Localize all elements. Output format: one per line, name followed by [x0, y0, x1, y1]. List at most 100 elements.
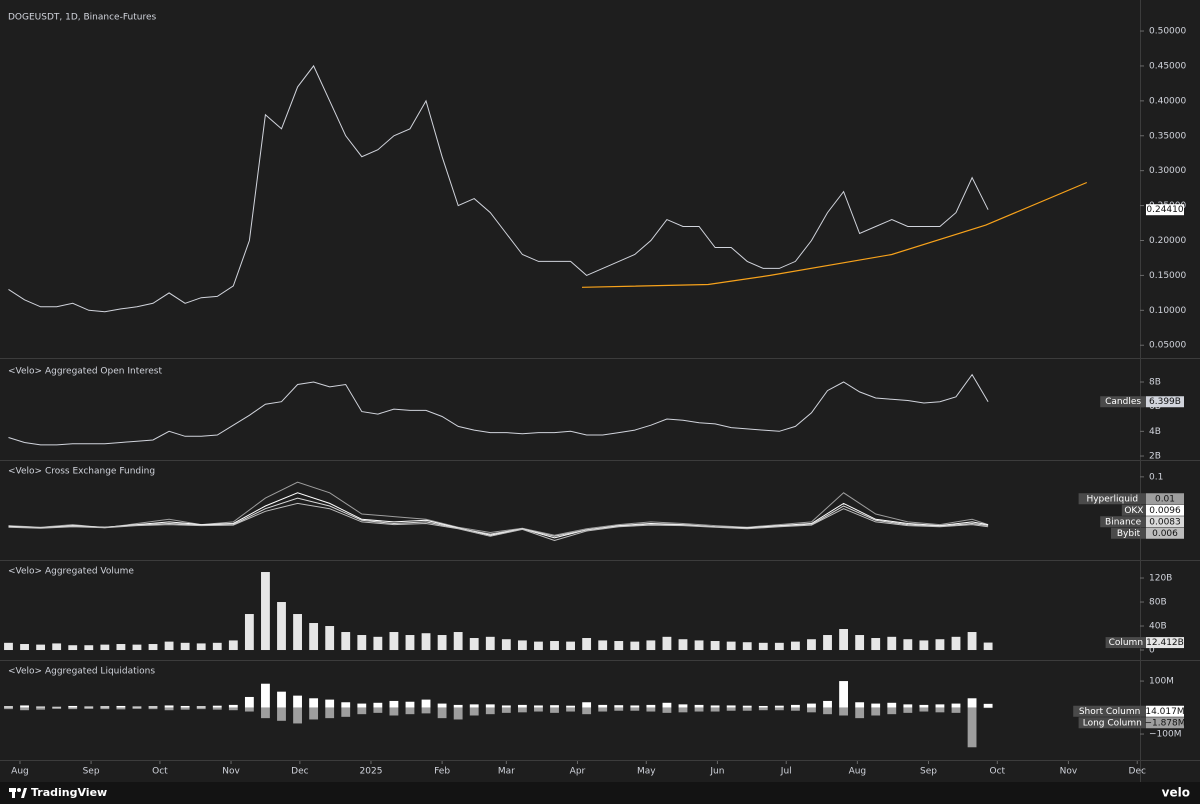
bar — [517, 707, 527, 713]
x-tick-label: Nov — [222, 767, 240, 777]
bar — [453, 704, 463, 708]
x-tick-label: Oct — [152, 767, 168, 777]
bar — [774, 642, 784, 651]
bar — [148, 707, 158, 710]
y-tick-label: 0.45000 — [1149, 61, 1186, 71]
pane-title: <Velo> Cross Exchange Funding — [8, 467, 155, 477]
pane-title: <Velo> Aggregated Liquidations — [8, 667, 155, 677]
bar — [935, 707, 945, 713]
bar — [598, 707, 608, 712]
series-line — [8, 481, 989, 536]
bar — [855, 635, 865, 651]
bar — [935, 639, 945, 651]
bar — [967, 707, 977, 748]
x-tick-label: Sep — [920, 767, 937, 777]
bar — [293, 695, 302, 708]
bar — [983, 642, 993, 651]
legend-name: Binance — [1105, 517, 1142, 527]
bar — [871, 638, 881, 651]
legend-name: Short Column — [1079, 707, 1140, 717]
legend-name-box — [1078, 493, 1146, 505]
bar — [517, 704, 527, 708]
bar — [68, 705, 78, 708]
last-value-label: 6.399B — [1149, 397, 1181, 407]
bar — [196, 707, 206, 710]
bar — [582, 707, 592, 715]
bar — [855, 702, 865, 708]
bar — [807, 707, 816, 713]
bar — [148, 644, 158, 651]
bar — [871, 707, 881, 716]
bar — [389, 700, 399, 708]
bar — [52, 707, 62, 709]
y-tick-label: 0.10000 — [1149, 306, 1186, 316]
bar — [710, 641, 720, 651]
bar — [4, 707, 13, 710]
bar — [36, 706, 46, 708]
y-tick-label: 4B — [1149, 427, 1161, 437]
bar — [261, 707, 270, 719]
bar — [839, 707, 849, 716]
last-value-label: 0.24410 — [1146, 205, 1183, 215]
bar — [309, 698, 319, 708]
bar — [871, 703, 881, 708]
bar — [36, 644, 46, 651]
bar — [823, 700, 832, 708]
bar — [357, 635, 367, 651]
bar — [614, 641, 624, 651]
bar — [357, 703, 367, 708]
bar — [919, 707, 929, 712]
bar — [582, 638, 592, 651]
bar — [228, 707, 238, 711]
bar — [421, 707, 431, 714]
bar — [646, 640, 656, 651]
bar — [100, 706, 110, 708]
bar — [662, 707, 672, 713]
bar — [566, 707, 575, 712]
bar — [534, 641, 543, 651]
bar — [485, 707, 495, 715]
bar — [341, 632, 351, 651]
chart-title: DOGEUSDT, 1D, Binance-Futures — [8, 13, 156, 23]
tradingview-logo — [9, 788, 27, 798]
last-value-box — [1146, 527, 1184, 539]
bar — [196, 706, 206, 708]
x-tick-label: Aug — [11, 767, 29, 777]
x-tick-label: 2025 — [360, 767, 383, 777]
bar — [598, 640, 608, 651]
bar — [437, 707, 447, 719]
last-value-box — [1146, 516, 1184, 528]
bar — [919, 704, 929, 708]
bar — [212, 705, 222, 708]
bar — [277, 707, 286, 721]
bar — [501, 639, 511, 651]
x-tick-label: Dec — [1129, 767, 1146, 777]
bar — [550, 705, 559, 708]
y-tick-label: 0.15000 — [1149, 271, 1186, 281]
bar — [389, 632, 399, 651]
bar — [4, 706, 13, 708]
bar — [823, 635, 832, 651]
bar — [20, 707, 29, 711]
bar — [534, 707, 543, 712]
bar — [469, 707, 479, 716]
legend-name: Bybit — [1117, 529, 1141, 539]
bar — [68, 707, 78, 710]
bar — [807, 639, 816, 651]
last-value-box — [1146, 396, 1184, 408]
bar — [293, 707, 302, 724]
bar — [325, 626, 335, 651]
bar — [244, 707, 254, 712]
bar — [373, 702, 383, 708]
y-tick-label: 0 — [1149, 646, 1155, 656]
y-tick-label: −100M — [1149, 730, 1181, 740]
bar — [437, 703, 447, 708]
y-tick-label: 0.05000 — [1149, 341, 1186, 351]
bar — [309, 623, 319, 651]
bar — [164, 641, 174, 651]
bar — [84, 707, 94, 709]
bar — [501, 705, 511, 708]
bar — [517, 640, 527, 651]
y-tick-label: 2B — [1149, 452, 1161, 462]
